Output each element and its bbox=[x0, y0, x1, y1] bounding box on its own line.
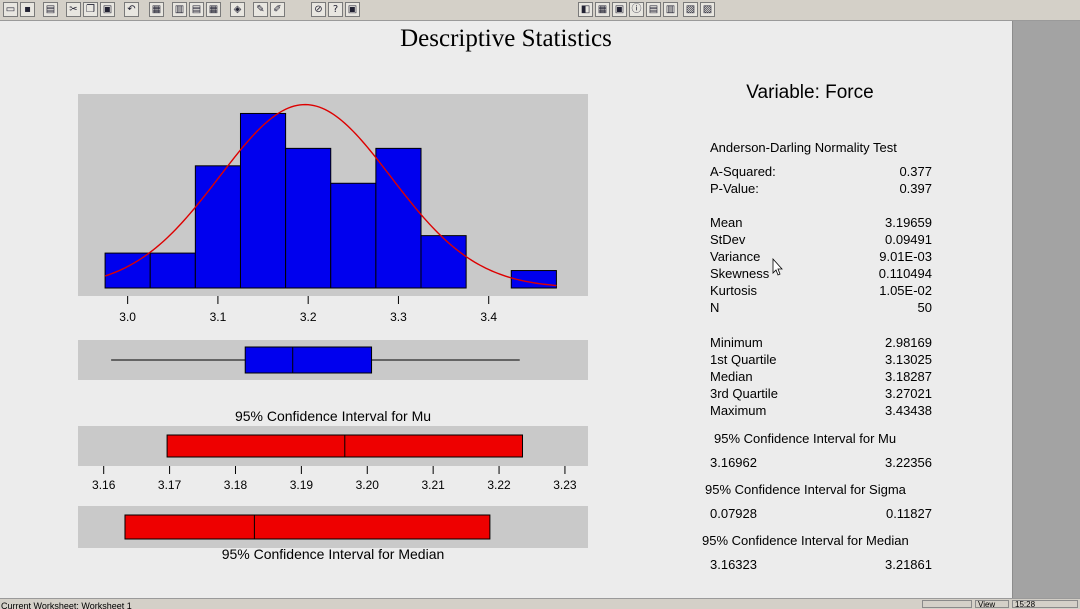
histogram-bar bbox=[149, 252, 196, 289]
ci-tick-label: 3.22 bbox=[487, 478, 511, 492]
histogram-bar bbox=[420, 235, 467, 289]
paste-icon[interactable]: ▣ bbox=[100, 2, 115, 17]
ci-sigma-label: 95% Confidence Interval for Sigma bbox=[705, 482, 906, 497]
save-icon[interactable]: ▪ bbox=[20, 2, 35, 17]
ci-median-low: 3.16323 bbox=[710, 557, 757, 572]
session-icon[interactable]: ▦ bbox=[149, 2, 164, 17]
ci-median-high: 3.21861 bbox=[885, 557, 932, 572]
history-icon[interactable]: ▤ bbox=[646, 2, 661, 17]
status-time: 15:28 bbox=[1012, 600, 1078, 609]
histogram-bar bbox=[510, 270, 557, 289]
ci-mu-high: 3.22356 bbox=[885, 455, 932, 470]
histogram-bar bbox=[375, 147, 422, 289]
graph-tool-icon[interactable]: ◧ bbox=[578, 2, 593, 17]
stat-label: Median bbox=[710, 369, 753, 384]
window-icon[interactable]: ▣ bbox=[612, 2, 627, 17]
stat-value: 0.110494 bbox=[878, 266, 932, 281]
help-icon[interactable]: ? bbox=[328, 2, 343, 17]
edit-icon[interactable]: ✐ bbox=[270, 2, 285, 17]
worksheet-icon[interactable]: ▥ bbox=[172, 2, 187, 17]
histogram-bar bbox=[285, 147, 332, 289]
layout-icon[interactable]: ▦ bbox=[595, 2, 610, 17]
ci-median-title: 95% Confidence Interval for Median bbox=[222, 546, 445, 562]
histogram-tick-label: 3.4 bbox=[480, 310, 497, 324]
cancel-icon[interactable]: ⊘ bbox=[311, 2, 326, 17]
graph-icon[interactable]: ◈ bbox=[230, 2, 245, 17]
ci-median-label: 95% Confidence Interval for Median bbox=[702, 533, 909, 548]
histogram-tick-label: 3.0 bbox=[119, 310, 136, 324]
histogram-bar bbox=[330, 182, 377, 289]
charts-canvas: 3.0 3.1 3.2 3.3 3.4 95% Confidence Interval f… bbox=[78, 94, 783, 562]
tile-icon[interactable]: ▨ bbox=[700, 2, 715, 17]
stat-label: Minimum bbox=[710, 335, 763, 350]
ci-tick-label: 3.16 bbox=[92, 478, 116, 492]
stat-value: 0.09491 bbox=[885, 232, 932, 247]
histogram-tick-label: 3.2 bbox=[300, 310, 317, 324]
histogram-tick-label: 3.3 bbox=[390, 310, 407, 324]
histogram-bar bbox=[194, 165, 241, 289]
ci-sigma-low: 0.07928 bbox=[710, 506, 757, 521]
info-tool-icon[interactable]: ⓘ bbox=[629, 2, 644, 17]
histogram-bar bbox=[104, 252, 151, 289]
stat-value: 9.01E-03 bbox=[879, 249, 932, 264]
stat-label: Maximum bbox=[710, 403, 767, 418]
stat-value: 3.27021 bbox=[885, 386, 932, 401]
page-title: Descriptive Statistics bbox=[400, 25, 612, 52]
normal-curve bbox=[104, 103, 557, 287]
status-box bbox=[922, 600, 972, 608]
report-icon[interactable]: ▥ bbox=[663, 2, 678, 17]
normality-test-title: Anderson-Darling Normality Test bbox=[710, 140, 897, 155]
arrange-icon[interactable]: ▧ bbox=[683, 2, 698, 17]
manager-icon[interactable]: ▣ bbox=[345, 2, 360, 17]
ci-sigma-high: 0.11827 bbox=[885, 506, 932, 521]
ci-tick-label: 3.21 bbox=[421, 478, 445, 492]
stat-label: Mean bbox=[710, 215, 743, 230]
stat-label: N bbox=[710, 300, 720, 315]
ci-tick-label: 3.20 bbox=[356, 478, 380, 492]
stat-value: 2.98169 bbox=[885, 335, 932, 350]
status-text: Current Worksheet: Worksheet 1 bbox=[1, 601, 132, 609]
mouse-cursor-icon bbox=[772, 257, 783, 276]
stat-label: StDev bbox=[710, 232, 746, 247]
stat-label: 1st Quartile bbox=[710, 352, 777, 367]
copy-icon[interactable]: ❐ bbox=[83, 2, 98, 17]
stat-value: 0.397 bbox=[899, 181, 932, 196]
status-view: View bbox=[975, 600, 1009, 609]
status-bar: Current Worksheet: Worksheet 1 View 15:2… bbox=[0, 598, 1080, 609]
project-icon[interactable]: ▤ bbox=[189, 2, 204, 17]
ci-tick-label: 3.18 bbox=[224, 478, 248, 492]
print-icon[interactable]: ▤ bbox=[43, 2, 58, 17]
histogram-bar bbox=[239, 112, 287, 289]
cut-icon[interactable]: ✂ bbox=[66, 2, 81, 17]
ci-tick-label: 3.19 bbox=[290, 478, 314, 492]
ci-mu-low: 3.16962 bbox=[710, 455, 757, 470]
info-icon[interactable]: ▦ bbox=[206, 2, 221, 17]
undo-icon[interactable]: ↶ bbox=[124, 2, 139, 17]
stat-value: 0.377 bbox=[899, 164, 932, 179]
stat-value: 3.19659 bbox=[885, 215, 932, 230]
stat-value: 50 bbox=[917, 300, 932, 315]
stat-label: Variance bbox=[710, 249, 761, 264]
ci-mu-title: 95% Confidence Interval for Mu bbox=[235, 408, 431, 424]
ci-median-bar bbox=[124, 514, 491, 540]
stat-value: 1.05E-02 bbox=[879, 283, 932, 298]
stat-label: A-Squared: bbox=[710, 164, 776, 179]
boxplot-box bbox=[244, 346, 373, 374]
stat-value: 3.13025 bbox=[885, 352, 932, 367]
stat-value: 3.43438 bbox=[885, 403, 932, 418]
stat-label: 3rd Quartile bbox=[710, 386, 778, 401]
toolbar: ▭ ▪ ▤ ✂ ❐ ▣ ↶ ▦ ▥ ▤ ▦ ◈ ✎ ✐ ⊘? ▣ ◧ ▦ ▣ ⓘ ▤ ▥ ▧ ▨ bbox=[0, 0, 1080, 21]
ci-mu-label: 95% Confidence Interval for Mu bbox=[714, 431, 897, 446]
stat-label: Kurtosis bbox=[710, 283, 757, 298]
ci-tick-label: 3.23 bbox=[553, 478, 577, 492]
variable-title: Variable: Force bbox=[746, 82, 874, 103]
stat-label: P-Value: bbox=[710, 181, 759, 196]
brush-icon[interactable]: ✎ bbox=[253, 2, 268, 17]
open-icon[interactable]: ▭ bbox=[3, 2, 18, 17]
vertical-scrollbar[interactable] bbox=[1012, 21, 1080, 598]
ci-tick-label: 3.17 bbox=[158, 478, 182, 492]
stat-label: Skewness bbox=[710, 266, 770, 281]
stat-value: 3.18287 bbox=[885, 369, 932, 384]
histogram-tick-label: 3.1 bbox=[210, 310, 227, 324]
